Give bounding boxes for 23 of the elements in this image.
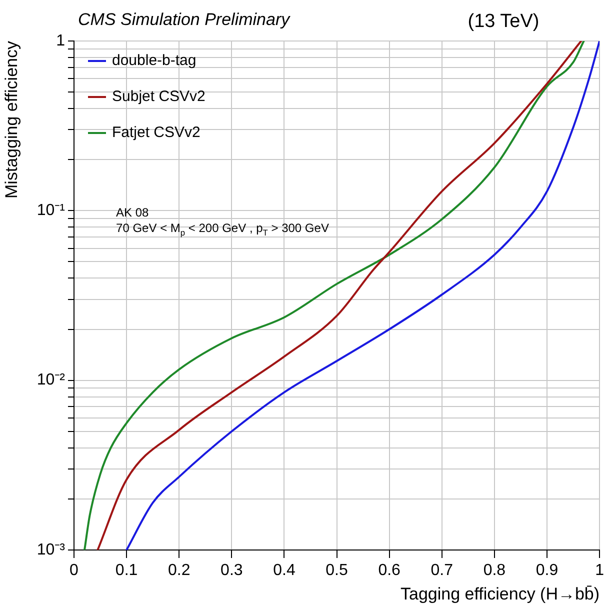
x-tick-label: 0.3	[220, 562, 243, 580]
legend-label: double-b-tag	[112, 52, 196, 70]
y-tick-label: 10⁻²	[36, 372, 66, 389]
x-tick-label: 0.4	[273, 562, 296, 580]
legend-label: Subjet CSVv2	[112, 88, 206, 106]
x-tick-label: 0.7	[430, 562, 454, 580]
chart-title: CMS Simulation Preliminary	[78, 10, 292, 29]
annotation: AK 08	[116, 206, 150, 220]
y-tick-label: 10⁻³	[36, 541, 66, 558]
x-tick-label: 0.2	[168, 562, 190, 580]
x-tick-label: 1	[595, 562, 604, 580]
x-tick-label: 0.9	[536, 562, 558, 580]
x-tick-label: 0.8	[483, 562, 506, 580]
legend-label: Fatjet CSVv2	[112, 124, 200, 142]
x-axis-title: Tagging efficiency (H→bb̄)	[400, 584, 600, 604]
x-tick-label: 0.6	[378, 562, 401, 580]
y-tick-label: 1	[56, 32, 66, 50]
y-tick-label: 10⁻¹	[36, 202, 65, 220]
y-axis-title: Mistagging efficiency	[2, 40, 21, 198]
x-tick-label: 0.1	[115, 562, 138, 580]
x-tick-label: 0.5	[326, 562, 348, 580]
x-tick-label: 0	[70, 562, 79, 580]
text: (13 TeV)	[468, 11, 540, 32]
